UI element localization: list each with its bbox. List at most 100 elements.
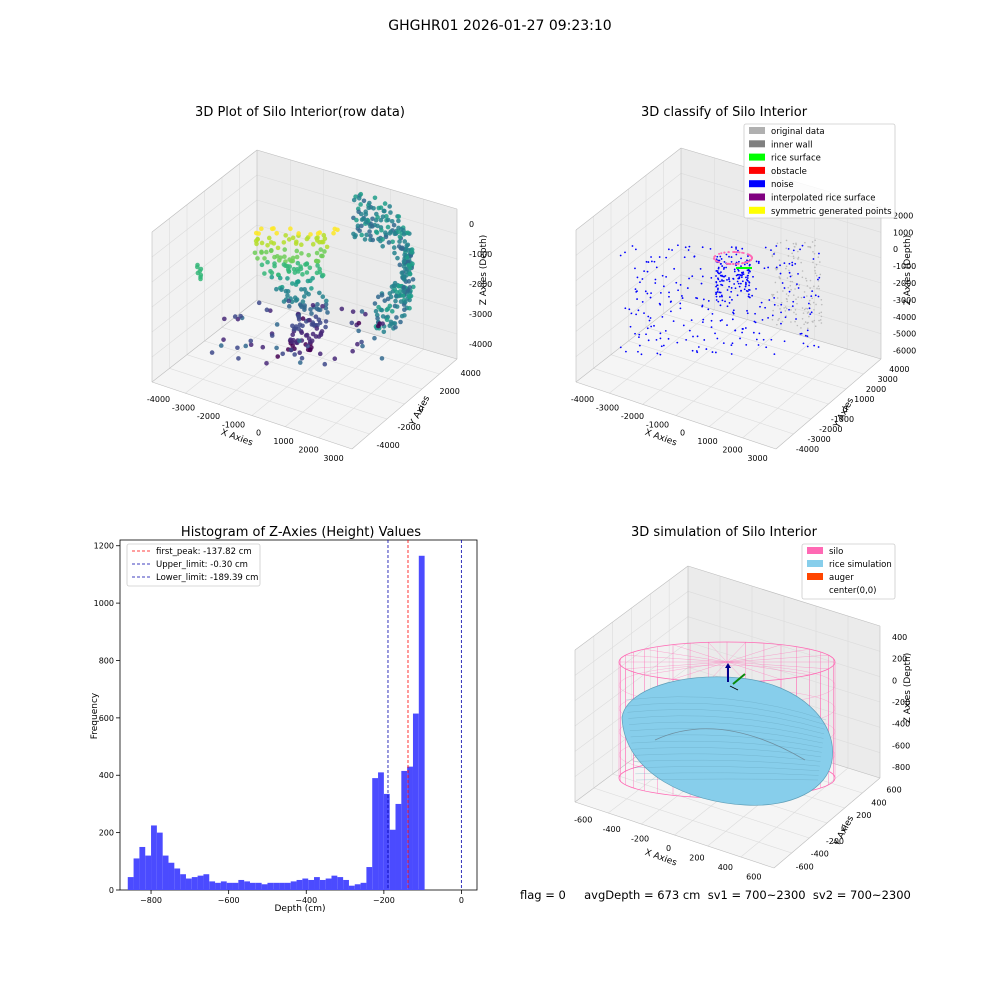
cls-noise-point xyxy=(735,248,737,250)
raw-point xyxy=(300,316,306,321)
cls-original-point xyxy=(806,322,809,324)
raw-point xyxy=(402,307,407,313)
cls-noise-point xyxy=(673,267,676,270)
raw-grid-line xyxy=(151,174,258,258)
raw-point xyxy=(303,333,309,338)
cls-original-point xyxy=(815,303,817,306)
sim-legend-label: center(0,0) xyxy=(829,586,877,596)
cls-noise-point xyxy=(738,285,741,288)
raw-point xyxy=(286,269,292,274)
raw-point xyxy=(396,229,401,235)
cls-noise-point xyxy=(687,249,690,251)
sim-x-tick-label: -200 xyxy=(631,835,649,844)
cls-original-point xyxy=(794,320,796,323)
histogram-bar xyxy=(232,882,239,890)
cls-original-point xyxy=(791,252,793,255)
raw-point xyxy=(384,317,390,323)
cls-interp-point xyxy=(718,261,721,264)
raw-point xyxy=(370,216,375,222)
cls-original-point xyxy=(785,239,788,242)
cls-noise-point xyxy=(722,279,725,282)
cls-noise-point xyxy=(726,305,729,308)
sim-rice-mesh-line xyxy=(631,740,822,753)
raw-point xyxy=(359,339,364,345)
raw-point xyxy=(274,345,279,351)
simulation-zlabel: Z Axies (Depth) xyxy=(903,653,913,724)
raw-point xyxy=(393,298,398,304)
raw-point xyxy=(367,229,372,234)
cls-noise-point xyxy=(780,303,783,306)
cls-noise-point xyxy=(737,249,739,252)
raw-point xyxy=(222,316,227,322)
cls-original-point xyxy=(776,297,779,299)
raw-point xyxy=(386,240,392,245)
raw-point xyxy=(380,243,385,249)
cls-noise-point xyxy=(818,252,820,255)
cls-original-point xyxy=(798,284,801,286)
cls-noise-point xyxy=(811,290,814,293)
sim-z-tick-label: -400 xyxy=(892,720,910,729)
cls-noise-point xyxy=(676,341,679,344)
raw-point xyxy=(277,275,283,281)
cls-original-point xyxy=(803,291,806,293)
sim-rice-mesh-line xyxy=(634,766,820,771)
cls-noise-point xyxy=(710,326,713,329)
cls-noise-point xyxy=(730,256,733,258)
cls-noise-point xyxy=(715,280,718,283)
cls-interp-point xyxy=(735,262,738,265)
sim-edge xyxy=(773,777,881,869)
cls-noise-point xyxy=(661,316,664,318)
cls-noise-point xyxy=(728,255,730,258)
raw-point xyxy=(315,258,321,264)
cls-noise-point xyxy=(745,343,748,346)
raw-point xyxy=(382,298,388,303)
panel-raw-points xyxy=(195,191,416,367)
cls-interp-point xyxy=(738,251,741,254)
cls-original-point xyxy=(786,300,789,303)
cls-legend-swatch xyxy=(749,153,765,161)
cls-original-point xyxy=(814,266,816,269)
cls-noise-point xyxy=(753,320,756,323)
cls-original-point xyxy=(806,295,808,297)
cls-noise-point xyxy=(646,270,649,273)
raw-point xyxy=(401,231,407,237)
cls-noise-point xyxy=(635,313,638,316)
cls-original-point xyxy=(772,293,775,296)
raw-point xyxy=(379,356,385,361)
cls-legend-label: rice surface xyxy=(771,154,821,164)
raw-point xyxy=(350,348,355,354)
cls-noise-point xyxy=(806,345,809,348)
raw-point xyxy=(256,300,262,306)
cls-noise-point xyxy=(809,313,812,316)
sim-rice-mesh-line xyxy=(628,715,825,735)
cls-noise-point xyxy=(746,312,749,315)
cls-original-point xyxy=(794,246,796,248)
cls-noise-point xyxy=(773,353,776,355)
raw-point xyxy=(368,233,373,239)
cls-noise-point xyxy=(726,278,728,281)
histogram-bar xyxy=(302,878,309,890)
cls-interp-point xyxy=(729,262,732,265)
raw-point xyxy=(356,196,362,201)
cls-noise-point xyxy=(724,300,726,303)
cls-original-point xyxy=(805,277,807,280)
histogram-bar xyxy=(395,803,402,890)
cls-noise-point xyxy=(773,297,776,299)
raw-point xyxy=(367,200,372,206)
cls-noise-point xyxy=(645,260,648,263)
sim-z-tick-label: 400 xyxy=(892,633,907,642)
raw-point xyxy=(410,277,416,282)
cls-noise-point xyxy=(788,290,791,293)
panel-histogram: Histogram of Z-Axies (Height) Values −80… xyxy=(90,525,478,914)
raw-point xyxy=(269,226,275,232)
sim-legend-swatch xyxy=(807,547,823,554)
cls-original-point xyxy=(782,290,784,292)
cls-legend-swatch xyxy=(749,193,765,201)
cls-interp-point xyxy=(714,254,717,257)
cls-noise-point xyxy=(695,350,698,352)
raw-point xyxy=(275,253,280,259)
panel-raw-zlabel: Z Axies (Depth) xyxy=(479,235,489,306)
raw-point xyxy=(315,231,321,236)
cls-original-point xyxy=(820,303,823,306)
raw-point xyxy=(198,276,203,282)
